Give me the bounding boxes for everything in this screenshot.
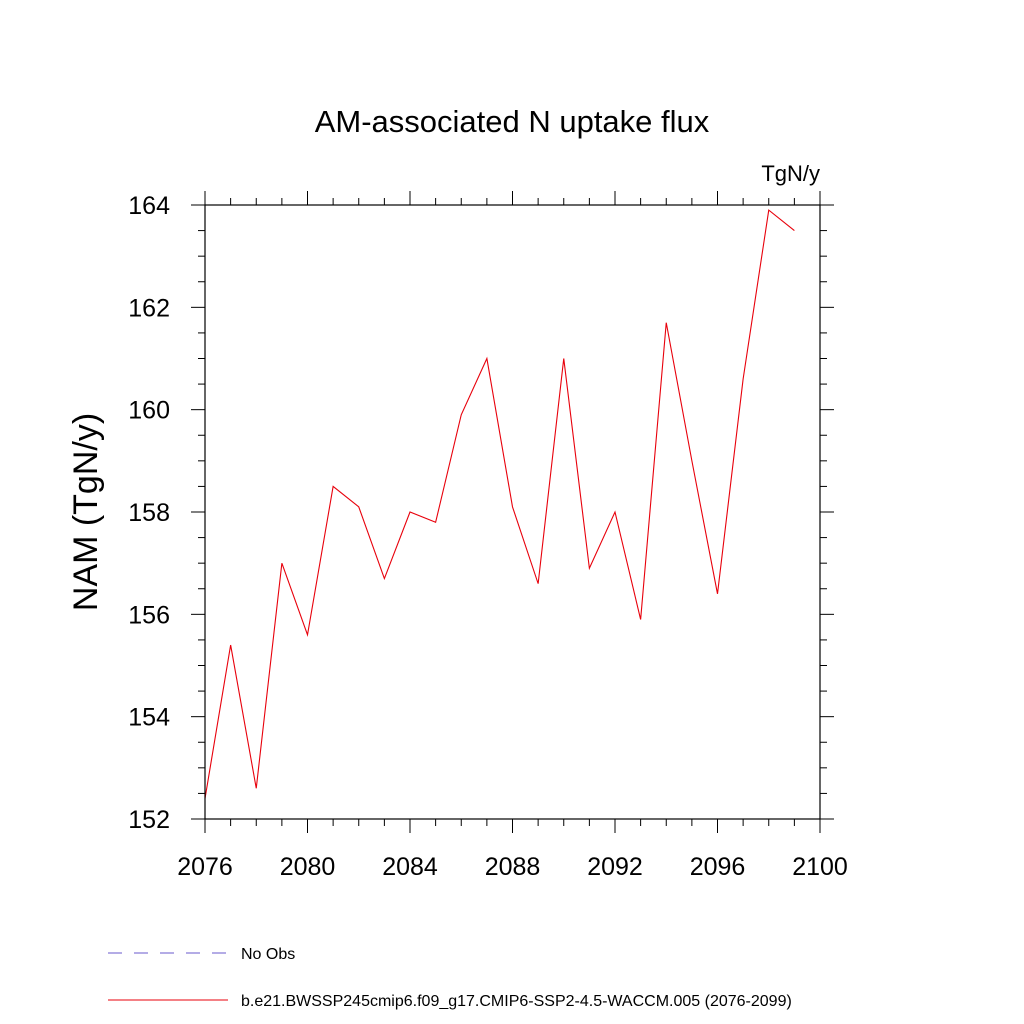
- data-point: [307, 634, 308, 635]
- legend-label-no-obs: No Obs: [241, 946, 295, 963]
- data-point: [691, 460, 692, 461]
- x-tick-labels: 2076 2080 2084 2088 2092 2096 2100: [177, 853, 848, 881]
- y-tick-labels: 152 154 156 158 160 162 164: [128, 192, 170, 834]
- x-tick-label: 2084: [382, 853, 438, 881]
- y-tick-label: 164: [128, 192, 170, 220]
- units-label: TgN/y: [761, 161, 820, 186]
- chart-title: AM-associated N uptake flux: [315, 104, 710, 139]
- series-line: [204, 209, 795, 799]
- y-tick-label: 158: [128, 499, 170, 527]
- data-point: [256, 788, 257, 789]
- series-layer: [204, 209, 795, 799]
- data-point: [768, 210, 769, 211]
- data-point: [486, 358, 487, 359]
- y-tick-label: 162: [128, 294, 170, 322]
- data-point: [640, 619, 641, 620]
- data-point: [435, 522, 436, 523]
- data-point: [409, 511, 410, 512]
- data-point: [512, 506, 513, 507]
- data-point: [333, 486, 334, 487]
- data-point: [461, 414, 462, 415]
- legend-label-series: b.e21.BWSSP245cmip6.f09_g17.CMIP6-SSP2-4…: [241, 993, 792, 1010]
- data-point: [589, 568, 590, 569]
- data-point: [563, 358, 564, 359]
- data-point: [666, 322, 667, 323]
- data-point: [358, 506, 359, 507]
- data-point: [794, 230, 795, 231]
- data-point: [743, 378, 744, 379]
- x-tick-label: 2096: [690, 853, 746, 881]
- x-tick-label: 2076: [177, 853, 233, 881]
- x-tick-label: 2080: [280, 853, 336, 881]
- y-tick-label: 160: [128, 397, 170, 425]
- ticks-layer: [191, 191, 834, 833]
- data-point: [384, 578, 385, 579]
- plot-frame: [204, 204, 821, 820]
- data-point: [538, 583, 539, 584]
- x-tick-label: 2088: [485, 853, 541, 881]
- data-point: [614, 511, 615, 512]
- data-point: [717, 593, 718, 594]
- y-tick-label: 152: [128, 806, 170, 834]
- data-point: [230, 644, 231, 645]
- data-point: [281, 563, 282, 564]
- y-tick-label: 156: [128, 601, 170, 629]
- x-tick-label: 2100: [792, 853, 848, 881]
- y-tick-label: 154: [128, 704, 170, 732]
- legend: No Obs b.e21.BWSSP245cmip6.f09_g17.CMIP6…: [108, 946, 792, 1010]
- y-axis-label: NAM (TgN/y): [67, 413, 105, 611]
- x-tick-label: 2092: [587, 853, 643, 881]
